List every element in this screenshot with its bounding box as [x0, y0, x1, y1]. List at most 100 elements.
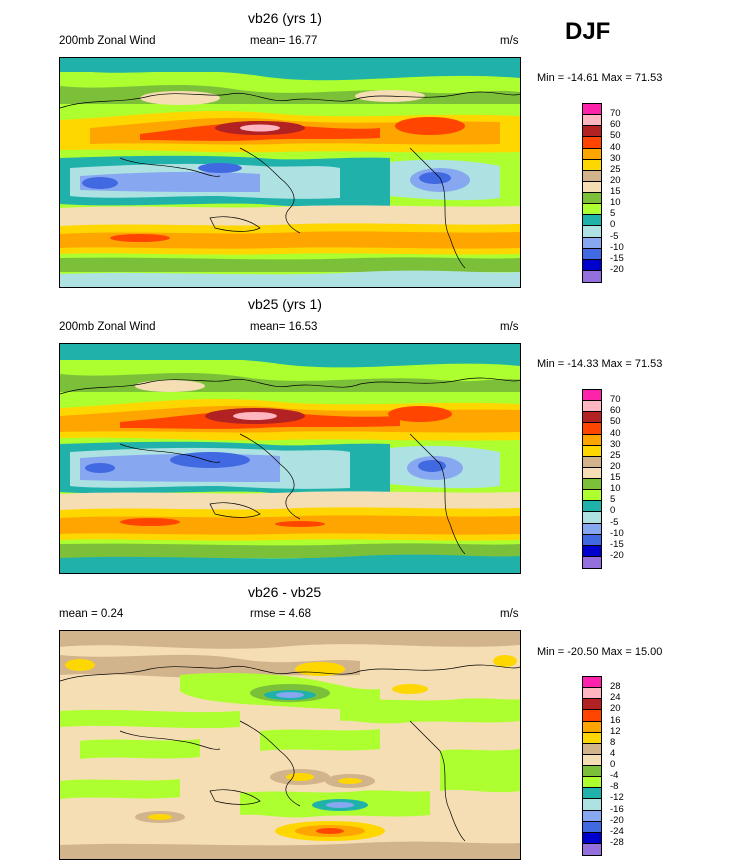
colorbar-tick-label: 25	[610, 163, 621, 175]
season-label: DJF	[565, 18, 611, 45]
colorbar-swatch	[583, 479, 601, 491]
panel-3-colorbar-swatches	[583, 677, 601, 855]
colorbar-swatch	[583, 512, 601, 524]
panel-3-contour-field	[60, 631, 520, 859]
colorbar-tick-label: 24	[610, 692, 621, 704]
colorbar-tick-label: 15	[610, 186, 621, 197]
panel-1-map	[59, 57, 521, 288]
colorbar-swatch	[583, 545, 601, 557]
colorbar-tick-label: 40	[610, 427, 621, 439]
panel-1-contour-field	[60, 58, 520, 287]
panel-2-map	[59, 343, 521, 574]
panel-2-mean-label: mean= 16.53	[250, 321, 318, 333]
colorbar-tick-label: 25	[610, 449, 621, 461]
colorbar-tick-label: 4	[610, 747, 616, 759]
colorbar-tick-label: -5	[610, 516, 619, 528]
colorbar-tick-label: 12	[610, 725, 621, 737]
colorbar-swatch	[583, 843, 601, 855]
colorbar-tick-label: 10	[610, 483, 621, 495]
colorbar-tick-label: 20	[610, 174, 621, 186]
colorbar-swatch	[583, 412, 601, 424]
colorbar-tick-label: 70	[610, 108, 621, 120]
colorbar-tick-label: 16	[610, 714, 621, 726]
colorbar-swatch	[583, 401, 601, 413]
colorbar-tick-label: -15	[610, 538, 624, 550]
colorbar-swatch	[583, 810, 601, 822]
panel-3-units: m/s	[500, 608, 519, 620]
panel-3-mean-label: mean = 0.24	[59, 608, 124, 620]
colorbar-tick-label: 40	[610, 141, 621, 153]
colorbar-tick-label: 15	[610, 472, 621, 483]
colorbar-swatch	[583, 159, 601, 171]
panel-2-colorbar	[582, 389, 602, 569]
colorbar-tick-label: -8	[610, 781, 619, 793]
colorbar-tick-label: 8	[610, 736, 616, 748]
panel-1-colorbar-swatches	[583, 104, 601, 282]
colorbar-tick-label: 70	[610, 394, 621, 406]
colorbar-tick-label: -4	[610, 770, 619, 782]
colorbar-swatch	[583, 423, 601, 435]
panel-1-title: vb26 (yrs 1)	[248, 10, 322, 26]
colorbar-swatch	[583, 204, 601, 216]
colorbar-tick-label: -28	[610, 836, 624, 848]
colorbar-swatch	[583, 721, 601, 733]
colorbar-swatch	[583, 115, 601, 127]
panel-3-colorbar	[582, 676, 602, 856]
colorbar-tick-label: -10	[610, 527, 624, 539]
panel-2-contour-field	[60, 344, 520, 573]
colorbar-swatch	[583, 137, 601, 149]
colorbar-tick-label: 0	[610, 505, 616, 517]
colorbar-swatch	[583, 445, 601, 457]
colorbar-tick-label: 5	[610, 208, 616, 220]
colorbar-swatch	[583, 226, 601, 238]
colorbar-tick-label: 20	[610, 460, 621, 472]
colorbar-swatch	[583, 456, 601, 468]
panel-1-colorbar	[582, 103, 602, 283]
colorbar-swatch	[583, 788, 601, 800]
colorbar-swatch	[583, 732, 601, 744]
panel-1-left-label: 200mb Zonal Wind	[59, 35, 156, 47]
colorbar-swatch	[583, 434, 601, 446]
colorbar-tick-label: 30	[610, 438, 621, 450]
colorbar-swatch	[583, 501, 601, 513]
colorbar-swatch	[583, 523, 601, 535]
panel-1-minmax: Min = -14.61 Max = 71.53	[537, 72, 663, 84]
colorbar-tick-label: -24	[610, 825, 624, 837]
colorbar-tick-label: -20	[610, 549, 624, 561]
colorbar-tick-label: 10	[610, 197, 621, 209]
colorbar-tick-label: 5	[610, 494, 616, 506]
panel-2-left-label: 200mb Zonal Wind	[59, 321, 156, 333]
colorbar-swatch	[583, 699, 601, 711]
panel-2-colorbar-swatches	[583, 390, 601, 568]
colorbar-swatch	[583, 832, 601, 844]
colorbar-tick-label: 20	[610, 703, 621, 715]
colorbar-swatch	[583, 534, 601, 546]
colorbar-swatch	[583, 677, 601, 689]
colorbar-tick-label: -20	[610, 814, 624, 826]
colorbar-swatch	[583, 799, 601, 811]
colorbar-swatch	[583, 754, 601, 766]
panel-2-minmax: Min = -14.33 Max = 71.53	[537, 358, 663, 370]
colorbar-swatch	[583, 556, 601, 568]
colorbar-tick-label: 60	[610, 405, 621, 417]
colorbar-swatch	[583, 181, 601, 193]
colorbar-tick-label: -10	[610, 241, 624, 253]
colorbar-tick-label: -12	[610, 792, 624, 804]
colorbar-swatch	[583, 688, 601, 700]
colorbar-swatch	[583, 193, 601, 205]
colorbar-tick-label: 50	[610, 416, 621, 428]
colorbar-tick-label: -15	[610, 252, 624, 264]
colorbar-swatch	[583, 215, 601, 227]
colorbar-swatch	[583, 270, 601, 282]
panel-2-units: m/s	[500, 321, 519, 333]
colorbar-tick-label: 60	[610, 119, 621, 131]
colorbar-swatch	[583, 237, 601, 249]
colorbar-tick-label: -16	[610, 803, 624, 815]
colorbar-swatch	[583, 259, 601, 271]
colorbar-swatch	[583, 390, 601, 402]
colorbar-swatch	[583, 126, 601, 138]
colorbar-swatch	[583, 148, 601, 160]
colorbar-tick-label: 28	[610, 681, 621, 693]
colorbar-swatch	[583, 490, 601, 502]
panel-1-units: m/s	[500, 35, 519, 47]
